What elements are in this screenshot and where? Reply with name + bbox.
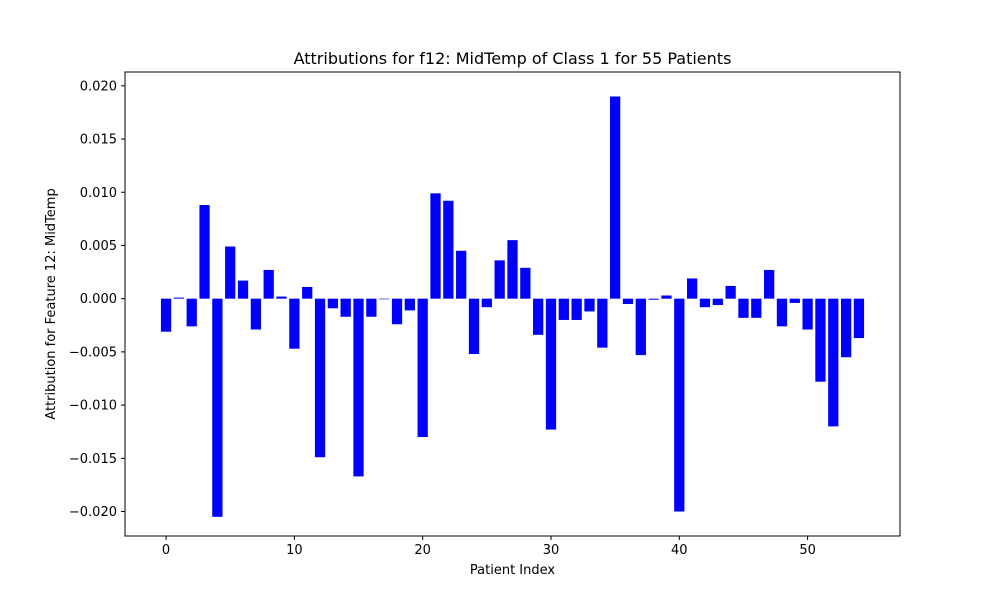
y-tick-label: −0.005 [69,345,117,360]
bar-patient-38 [648,298,659,300]
x-axis-ticks: 0 10 20 30 40 50 [162,536,816,558]
bar-patient-25 [481,298,492,308]
bar-patient-46 [751,298,762,318]
bar-patient-16 [366,298,377,317]
x-axis-label: Patient Index [470,563,555,578]
bar-patient-1 [173,297,185,299]
bar-patient-51 [815,298,826,382]
bars-group [160,96,865,517]
bar-patient-4 [212,298,223,517]
bar-patient-20 [417,298,428,438]
bar-patient-34 [597,298,608,348]
bar-patient-2 [186,298,197,327]
bar-patient-47 [763,269,775,299]
bar-patient-9 [276,296,287,299]
y-axis-label: Attribution for Feature 12: MidTemp [44,188,59,419]
y-tick-label: −0.015 [69,452,117,467]
bar-patient-52 [828,298,839,427]
y-tick-label: 0.005 [80,239,117,254]
bar-patient-8 [263,269,274,299]
bar-patient-19 [404,298,415,311]
bar-patient-24 [468,298,480,355]
y-tick-label: 0.000 [80,292,117,307]
bar-patient-13 [327,298,338,309]
x-tick-label: 20 [414,543,431,558]
bar-patient-29 [533,298,544,335]
x-tick-label: 40 [671,543,688,558]
bar-patient-26 [494,260,505,299]
y-tick-label: −0.020 [69,505,117,520]
bar-patient-21 [430,193,441,299]
plot-frame [124,71,901,537]
x-tick-label: 0 [162,543,170,558]
bar-patient-49 [789,298,800,303]
bar-patient-41 [687,278,698,299]
bar-patient-43 [712,298,723,306]
y-tick-label: 0.015 [80,133,117,148]
y-tick-label: −0.010 [69,399,117,414]
bar-patient-36 [622,298,634,304]
bar-patient-0 [160,298,172,332]
bar-patient-11 [302,286,313,299]
bar-patient-27 [507,240,518,299]
bar-patient-44 [725,285,736,299]
bar-patient-53 [840,298,852,358]
bar-patient-5 [225,246,236,299]
bar-patient-6 [237,280,249,299]
chart-title: Attributions for f12: MidTemp of Class 1… [294,49,732,68]
bar-patient-42 [699,298,711,308]
bar-patient-30 [545,298,557,430]
y-axis-ticks: −0.020 −0.015 −0.010 −0.005 0.000 0.005 0.010 0… [69,79,125,520]
bar-patient-7 [250,298,262,330]
bar-patient-48 [776,298,788,327]
bar-patient-10 [289,298,300,349]
bar-patient-14 [340,298,351,317]
bar-patient-31 [558,298,569,320]
bar-patient-35 [610,96,621,299]
bar-patient-32 [571,298,582,320]
bar-patient-22 [443,200,454,299]
bar-patient-54 [853,298,865,339]
x-tick-label: 10 [286,543,303,558]
bar-patient-40 [674,298,685,512]
bar-patient-50 [802,298,813,330]
bar-patient-3 [199,205,210,299]
bar-patient-37 [635,298,646,356]
bar-patient-23 [456,250,467,299]
bar-patient-18 [391,298,403,325]
bar-patient-28 [520,267,531,299]
bar-patient-45 [738,298,749,318]
bar-patient-12 [314,298,326,458]
bar-patient-17 [379,298,390,300]
bar-patient-39 [661,295,672,299]
y-tick-label: 0.020 [80,79,117,94]
bar-patient-33 [584,298,595,312]
x-tick-label: 50 [799,543,816,558]
y-tick-label: 0.010 [80,186,117,201]
x-tick-label: 30 [543,543,560,558]
bar-patient-15 [353,298,364,477]
